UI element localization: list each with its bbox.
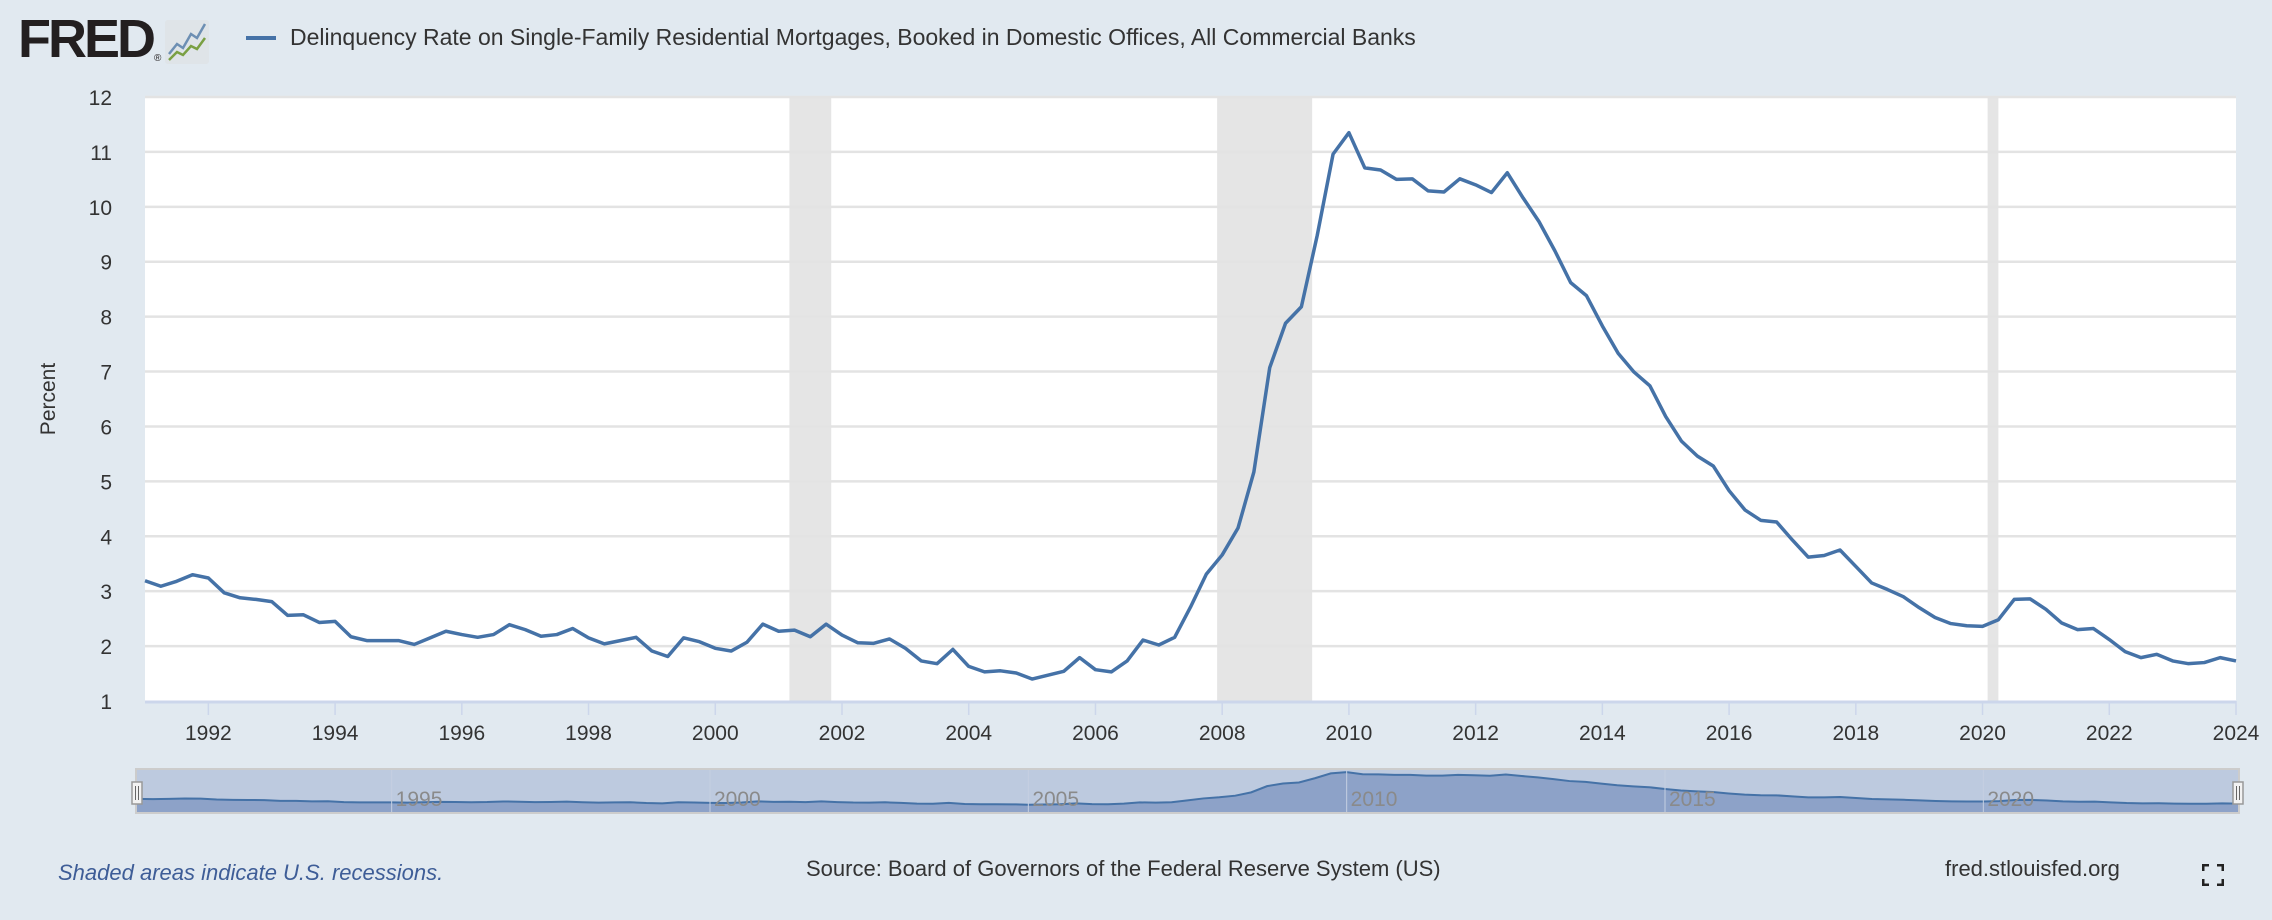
recession-note: Shaded areas indicate U.S. recessions.	[58, 860, 444, 885]
navigator-label: 2020	[1987, 788, 2034, 811]
x-tick-label: 1998	[565, 722, 612, 745]
navigator-label: 2000	[714, 788, 761, 811]
y-axis-label: Percent	[37, 363, 60, 436]
y-tick-label: 7	[100, 362, 112, 385]
x-tick-label: 1992	[185, 722, 232, 745]
y-tick-label: 5	[100, 471, 112, 494]
chart-legend: Delinquency Rate on Single-Family Reside…	[246, 24, 1416, 51]
fred-logo[interactable]: FRED ®	[18, 9, 210, 69]
y-tick-label: 4	[100, 526, 112, 549]
source-text: Source: Board of Governors of the Federa…	[806, 856, 1441, 881]
x-tick-label: 2016	[1706, 722, 1753, 745]
x-tick-label: 2006	[1072, 722, 1119, 745]
chart-title: Delinquency Rate on Single-Family Reside…	[290, 24, 1416, 50]
x-tick-label: 2010	[1326, 722, 1373, 745]
x-tick-label: 2008	[1199, 722, 1246, 745]
navigator-label: 2015	[1669, 788, 1716, 811]
x-tick-label: 2000	[692, 722, 739, 745]
x-tick-label: 2004	[945, 722, 992, 745]
y-tick-label: 8	[100, 307, 112, 330]
plot-area	[145, 97, 2236, 701]
site-link[interactable]: fred.stlouisfed.org	[1945, 856, 2120, 881]
fullscreen-icon[interactable]	[2202, 864, 2224, 886]
x-tick-label: 2014	[1579, 722, 1626, 745]
y-tick-label: 10	[89, 197, 112, 220]
x-tick-label: 1994	[312, 722, 359, 745]
navigator-handle-left[interactable]	[131, 781, 143, 805]
y-tick-label: 2	[100, 636, 112, 659]
y-tick-label: 12	[89, 87, 112, 110]
y-tick-label: 3	[100, 581, 112, 604]
y-tick-label: 11	[90, 142, 112, 165]
navigator-line	[136, 771, 2239, 806]
logo-graph-icon	[165, 20, 210, 64]
y-tick-label: 1	[100, 691, 112, 714]
navigator-label: 2005	[1032, 788, 1079, 811]
registered-mark: ®	[154, 53, 162, 64]
recession-band	[789, 97, 832, 701]
navigator-label: 1995	[396, 788, 443, 811]
x-tick-label: 2020	[1959, 722, 2006, 745]
x-tick-label: 1996	[438, 722, 485, 745]
y-tick-label: 9	[100, 252, 112, 275]
x-tick-label: 2018	[1832, 722, 1879, 745]
navigator-label: 2010	[1351, 788, 1398, 811]
x-tick-label: 2012	[1452, 722, 1499, 745]
logo-text: FRED	[18, 9, 156, 69]
x-tick-label: 2022	[2086, 722, 2133, 745]
legend-line-swatch	[246, 35, 276, 40]
recession-band	[1987, 97, 1999, 701]
x-tick-label: 2002	[819, 722, 866, 745]
navigator-area	[137, 772, 2238, 812]
y-tick-label: 6	[100, 416, 112, 439]
navigator-handle-right[interactable]	[2232, 781, 2244, 805]
x-tick-label: 2024	[2213, 722, 2260, 745]
